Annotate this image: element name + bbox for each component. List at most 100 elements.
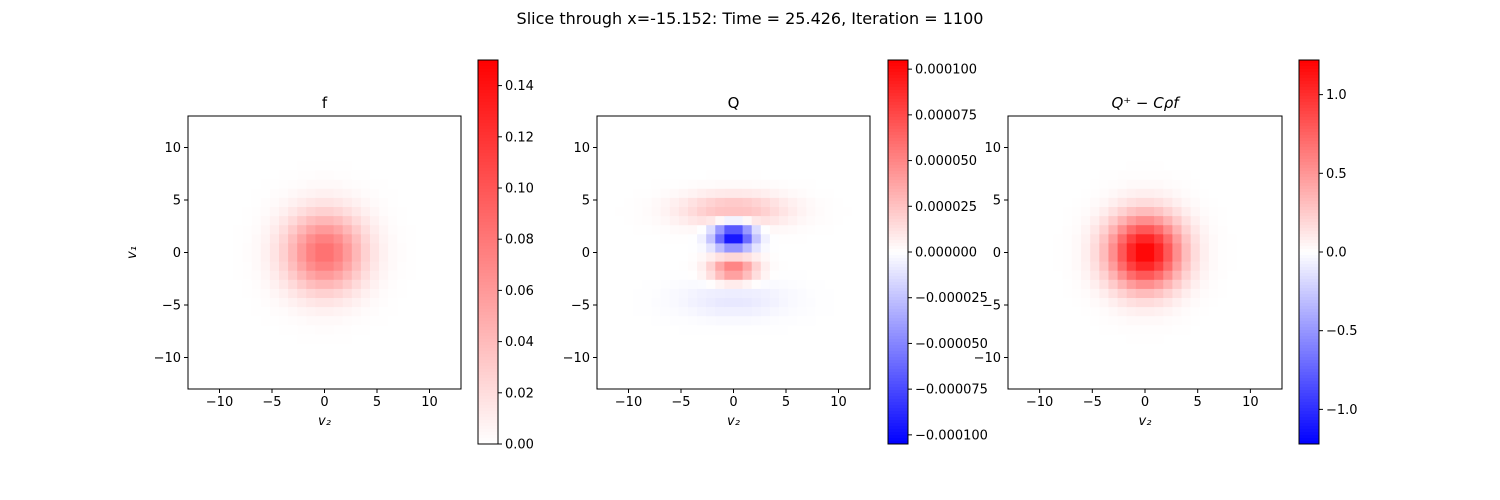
- heatmap-cell: [260, 125, 271, 135]
- heatmap-cell: [424, 143, 435, 153]
- heatmap-cell: [215, 225, 225, 235]
- heatmap-cell: [1090, 179, 1100, 190]
- heatmap-cell: [642, 234, 653, 244]
- y-tick-label: 5: [582, 194, 590, 209]
- heatmap-cell: [1117, 307, 1128, 317]
- heatmap-cell: [678, 325, 689, 335]
- colorbar-segment: [1299, 69, 1319, 73]
- colorbar-segment: [1299, 393, 1319, 397]
- heatmap-cell: [797, 116, 807, 126]
- colorbar-segment: [478, 246, 498, 250]
- heatmap-cell: [606, 170, 616, 181]
- heatmap-cell: [197, 207, 207, 217]
- heatmap-cell: [215, 325, 225, 335]
- heatmap-cell: [1172, 207, 1183, 217]
- colorbar-segment: [888, 312, 908, 316]
- heatmap-cell: [1135, 170, 1146, 181]
- heatmap-cell: [360, 270, 371, 281]
- heatmap-cell: [451, 188, 462, 199]
- heatmap-cell: [188, 261, 198, 272]
- heatmap-cell: [1199, 225, 1210, 235]
- colorbar-segment: [888, 339, 908, 343]
- colorbar-tick-label: −0.000100: [915, 428, 988, 443]
- heatmap-cell: [297, 207, 307, 217]
- heatmap-cell: [1172, 343, 1183, 354]
- heatmap-cell: [715, 197, 725, 208]
- heatmap-cell: [1272, 125, 1283, 135]
- heatmap-cell: [206, 207, 216, 217]
- heatmap-cell: [370, 343, 380, 354]
- heatmap-cell: [779, 352, 789, 363]
- heatmap-cell: [1008, 307, 1018, 317]
- colorbar-segment: [888, 123, 908, 127]
- heatmap-cell: [860, 152, 871, 163]
- colorbar-segment: [888, 396, 908, 400]
- heatmap-cell: [297, 234, 307, 244]
- heatmap-cell: [279, 116, 289, 126]
- heatmap-cell: [597, 352, 607, 363]
- colorbar-segment: [888, 258, 908, 262]
- heatmap-cell: [742, 261, 753, 272]
- heatmap-cell: [360, 379, 371, 390]
- heatmap-cell: [279, 143, 289, 153]
- heatmap-cell: [615, 216, 625, 226]
- heatmap-cell: [1062, 152, 1073, 163]
- heatmap-cell: [1154, 370, 1164, 381]
- heatmap-cell: [1190, 298, 1201, 308]
- heatmap-cell: [606, 134, 616, 144]
- heatmap-cell: [669, 279, 680, 290]
- heatmap-cell: [351, 243, 362, 254]
- heatmap-cell: [1190, 161, 1201, 172]
- heatmap-cell: [269, 361, 280, 372]
- heatmap-cell: [379, 207, 389, 217]
- heatmap-cell: [751, 116, 762, 126]
- heatmap-cell: [388, 279, 398, 290]
- heatmap-cell: [1272, 179, 1283, 190]
- heatmap-cell: [1199, 370, 1210, 381]
- heatmap-cell: [678, 161, 689, 172]
- heatmap-cell: [1099, 225, 1110, 235]
- colorbar-segment: [888, 108, 908, 112]
- heatmap-cell: [779, 288, 789, 299]
- heatmap-cell: [1108, 352, 1119, 363]
- heatmap-cell: [1208, 134, 1219, 144]
- heatmap-cell: [1099, 161, 1110, 172]
- heatmap-cell: [651, 161, 662, 172]
- heatmap-cell: [833, 125, 844, 135]
- heatmap-cell: [1117, 207, 1128, 217]
- heatmap-cell: [1035, 152, 1046, 163]
- heatmap-cell: [688, 279, 698, 290]
- heatmap-cell: [1172, 116, 1183, 126]
- heatmap-cell: [642, 216, 653, 226]
- colorbar-segment: [478, 249, 498, 253]
- heatmap-cell: [1099, 207, 1110, 217]
- heatmap-cell: [360, 197, 371, 208]
- heatmap-cell: [215, 352, 225, 363]
- heatmap-cell: [688, 234, 698, 244]
- heatmap-cell: [388, 334, 398, 345]
- heatmap-cell: [1236, 134, 1247, 144]
- heatmap-cell: [1154, 170, 1164, 181]
- heatmap-cell: [1218, 279, 1228, 290]
- heatmap-cell: [851, 288, 862, 299]
- heatmap-cell: [406, 252, 417, 263]
- heatmap-cell: [788, 361, 798, 372]
- heatmap-cell: [697, 134, 707, 144]
- heatmap-cell: [279, 361, 289, 372]
- heatmap-cell: [1053, 379, 1064, 390]
- heatmap-cell: [733, 225, 744, 235]
- heatmap-cell: [779, 307, 789, 317]
- colorbar-segment: [478, 159, 498, 163]
- colorbar-segment: [1299, 306, 1319, 310]
- heatmap-cell: [733, 252, 744, 263]
- heatmap-cell: [851, 325, 862, 335]
- heatmap-cell: [606, 197, 616, 208]
- colorbar-segment: [1299, 198, 1319, 202]
- heatmap-cell: [624, 298, 634, 308]
- heatmap-cell: [751, 216, 762, 226]
- heatmap-cell: [188, 334, 198, 345]
- heatmap-cell: [1172, 298, 1183, 308]
- heatmap-cell: [197, 334, 207, 345]
- colorbar-segment: [478, 309, 498, 313]
- heatmap-cell: [669, 243, 680, 254]
